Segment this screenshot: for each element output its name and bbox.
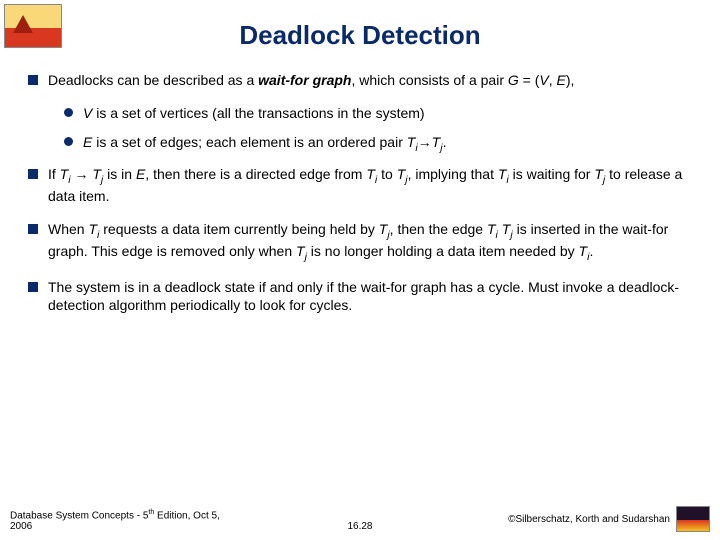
slide-title: Deadlock Detection (0, 0, 720, 71)
bullet-1: Deadlocks can be described as a wait-for… (28, 71, 692, 90)
footer-page-number: 16.28 (243, 521, 476, 532)
sub-bullet-2: E is a set of edges; each element is an … (64, 133, 692, 155)
dot-bullet-icon (64, 137, 73, 146)
slide-content: Deadlocks can be described as a wait-for… (0, 71, 720, 315)
square-bullet-icon (28, 75, 38, 85)
sub-bullet-2-text: E is a set of edges; each element is an … (83, 133, 446, 155)
bullet-3-text: When Ti requests a data item currently b… (48, 220, 692, 264)
bullet-2-text: If Ti → Tj is in E, then there is a dire… (48, 165, 692, 206)
logo-top-icon (4, 4, 62, 48)
footer-right: ©Silberschatz, Korth and Sudarshan (477, 506, 710, 532)
bullet-4: The system is in a deadlock state if and… (28, 278, 692, 316)
logo-bottom-icon (676, 506, 710, 532)
sub-bullet-1-text: V is a set of vertices (all the transact… (83, 104, 425, 123)
square-bullet-icon (28, 282, 38, 292)
bullet-1-text: Deadlocks can be described as a wait-for… (48, 71, 574, 90)
square-bullet-icon (28, 169, 38, 179)
bullet-4-text: The system is in a deadlock state if and… (48, 278, 692, 316)
bullet-2: If Ti → Tj is in E, then there is a dire… (28, 165, 692, 206)
square-bullet-icon (28, 224, 38, 234)
bullet-3: When Ti requests a data item currently b… (28, 220, 692, 264)
dot-bullet-icon (64, 108, 73, 117)
footer-left: Database System Concepts - 5th Edition, … (10, 509, 243, 532)
sub-bullet-1: V is a set of vertices (all the transact… (64, 104, 692, 123)
slide-footer: Database System Concepts - 5th Edition, … (0, 506, 720, 532)
